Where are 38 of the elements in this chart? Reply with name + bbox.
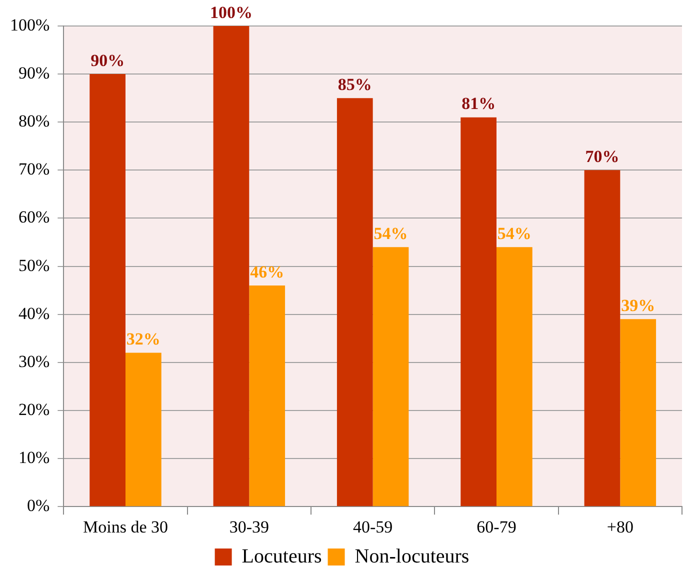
bar: [584, 170, 620, 506]
y-tick-label: 100%: [10, 15, 50, 34]
y-tick-label: 0%: [26, 496, 50, 516]
bar: [460, 117, 496, 506]
bar: [125, 352, 162, 506]
x-tick-label: 40-59: [352, 517, 393, 536]
y-tick-label: 60%: [18, 208, 50, 227]
data-label: 70%: [585, 147, 620, 166]
y-tick-label: 80%: [18, 112, 50, 131]
data-label: 32%: [126, 330, 160, 349]
bar: [249, 286, 286, 506]
y-tick-label: 50%: [18, 256, 50, 275]
bar: [90, 74, 126, 506]
y-tick-label: 20%: [18, 400, 50, 419]
bar: [213, 26, 250, 506]
data-label: 90%: [90, 50, 125, 70]
bar: [496, 247, 532, 506]
x-tick-label: 60-79: [476, 517, 516, 536]
legend-label: Non-locuteurs: [354, 545, 470, 568]
y-tick-label: 40%: [18, 304, 50, 323]
bar: [620, 319, 656, 506]
x-tick-label: +80: [606, 517, 634, 536]
bar: [336, 98, 373, 506]
data-label: 54%: [374, 224, 408, 243]
data-label: 54%: [497, 224, 532, 243]
y-tick-label: 10%: [18, 448, 50, 468]
legend-label: Locuteurs: [242, 545, 322, 568]
y-tick-label: 90%: [18, 64, 50, 83]
data-label: 81%: [462, 94, 496, 114]
x-tick-label: 30-39: [229, 517, 269, 536]
bar: [372, 247, 409, 506]
data-label: 39%: [621, 296, 656, 316]
data-label: 46%: [250, 262, 284, 282]
data-label: 85%: [338, 74, 372, 94]
y-tick-label: 30%: [18, 352, 50, 371]
data-label: 100%: [210, 2, 252, 22]
y-tick-label: 70%: [18, 160, 50, 179]
x-tick-label: Moins de 30: [82, 517, 168, 536]
